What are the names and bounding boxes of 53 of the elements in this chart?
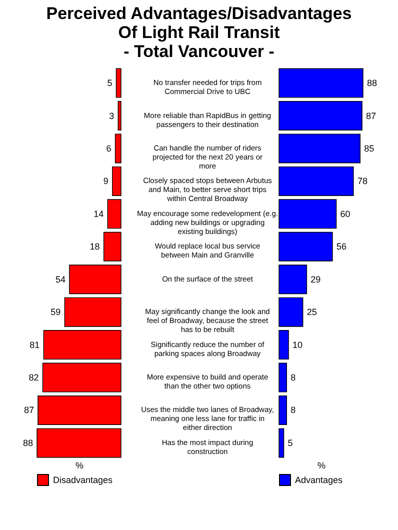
text: Perceived Advantages/Disadvantages Of Light Rail Transit - Total Vancouver - bbox=[45, 4, 353, 61]
data-label: 5 bbox=[107, 78, 112, 88]
data-label: 54 bbox=[55, 274, 66, 284]
data-label: 87 bbox=[24, 405, 34, 416]
data-label: 18 bbox=[90, 242, 100, 252]
bar bbox=[36, 428, 122, 458]
bar bbox=[114, 134, 122, 164]
bar bbox=[112, 166, 122, 196]
bar bbox=[278, 362, 287, 392]
data-label: 3 bbox=[109, 110, 114, 121]
bar bbox=[38, 396, 122, 425]
data-label: 8 bbox=[290, 372, 296, 383]
bar bbox=[278, 396, 287, 425]
bar bbox=[107, 199, 122, 229]
bar bbox=[42, 362, 122, 392]
data-label: 87 bbox=[366, 110, 376, 121]
data-label: 25 bbox=[306, 307, 317, 318]
data-label: 60 bbox=[340, 208, 350, 219]
bar bbox=[103, 232, 122, 262]
data-label: 85 bbox=[364, 143, 374, 154]
legend-label: Advantages bbox=[295, 475, 344, 485]
bar bbox=[278, 264, 308, 294]
bar bbox=[69, 264, 122, 294]
data-label: 59 bbox=[50, 307, 61, 318]
data-label: 78 bbox=[357, 176, 368, 186]
bar bbox=[278, 166, 354, 196]
bar bbox=[118, 101, 122, 130]
data-label: 88 bbox=[22, 438, 33, 448]
bar bbox=[278, 330, 289, 360]
bar bbox=[64, 297, 122, 327]
data-label: 9 bbox=[103, 176, 108, 186]
data-label: 10 bbox=[292, 340, 303, 350]
data-label: 81 bbox=[30, 340, 40, 350]
data-label: 88 bbox=[367, 78, 378, 88]
bar bbox=[278, 68, 364, 98]
bar bbox=[278, 428, 284, 458]
bar bbox=[116, 68, 122, 98]
data-label: 29 bbox=[310, 274, 321, 284]
bar bbox=[278, 232, 333, 262]
bar bbox=[43, 330, 122, 360]
data-label: 5 bbox=[288, 438, 293, 448]
data-label: 6 bbox=[106, 143, 112, 154]
bar bbox=[278, 297, 304, 327]
data-label: 14 bbox=[94, 208, 104, 219]
bar bbox=[278, 101, 362, 130]
bar bbox=[278, 134, 360, 164]
bar bbox=[278, 199, 337, 229]
data-label: 56 bbox=[336, 242, 346, 252]
legend-label: Disadvantages bbox=[53, 475, 114, 485]
data-label: 82 bbox=[28, 372, 39, 383]
x-axis-title: % bbox=[317, 460, 326, 470]
x-axis-title: % bbox=[75, 460, 84, 470]
data-label: 8 bbox=[290, 405, 296, 416]
